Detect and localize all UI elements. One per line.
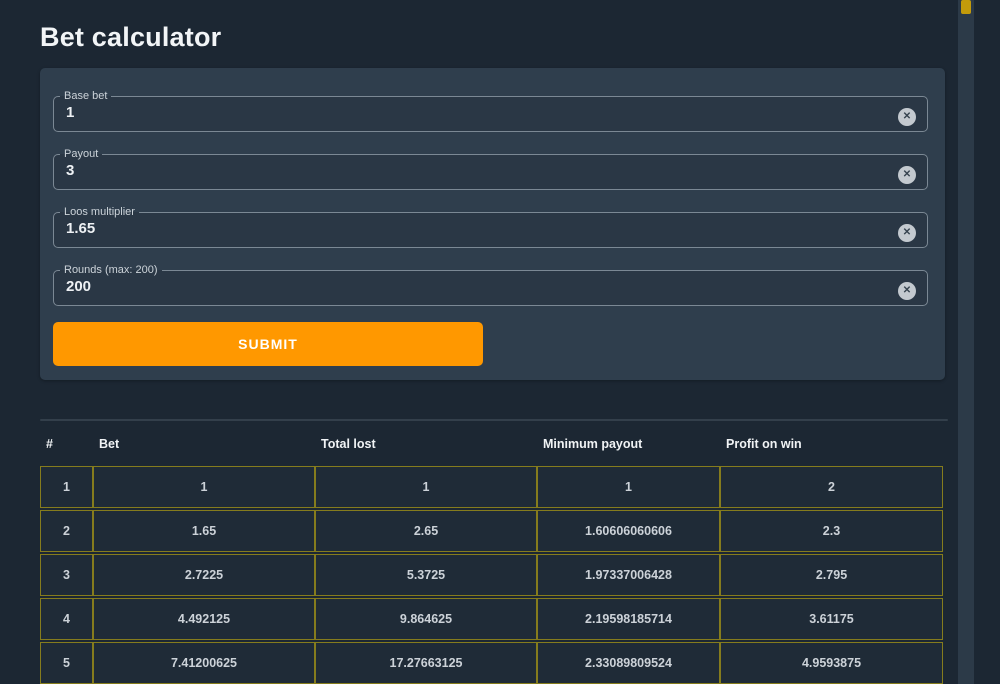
table-row: 2 1.65 2.65 1.60606060606 2.3 (40, 510, 943, 552)
loss-multiplier-field[interactable]: Loos multiplier 1.65 ✕ (53, 206, 928, 248)
cell-total-lost: 5.3725 (315, 554, 537, 596)
cell-profit-on-win: 2.3 (720, 510, 943, 552)
cell-total-lost: 9.864625 (315, 598, 537, 640)
table-header-row: # Bet Total lost Minimum payout Profit o… (40, 421, 943, 466)
rounds-input[interactable]: 200 (66, 278, 92, 295)
rounds-label: Rounds (max: 200) (64, 264, 158, 276)
cell-total-lost: 1 (315, 466, 537, 508)
cell-minimum-payout: 1 (537, 466, 720, 508)
cell-bet: 2.7225 (93, 554, 315, 596)
column-header-total-lost: Total lost (321, 436, 376, 451)
cell-total-lost: 2.65 (315, 510, 537, 552)
cell-profit-on-win: 2.795 (720, 554, 943, 596)
cell-minimum-payout: 2.33089809524 (537, 642, 720, 684)
table-row: 4 4.492125 9.864625 2.19598185714 3.6117… (40, 598, 943, 640)
loss-multiplier-input[interactable]: 1.65 (66, 220, 96, 237)
cell-total-lost: 17.27663125 (315, 642, 537, 684)
cell-profit-on-win: 3.61175 (720, 598, 943, 640)
payout-label: Payout (64, 148, 99, 160)
rounds-field[interactable]: Rounds (max: 200) 200 ✕ (53, 264, 928, 306)
column-header-profit-on-win: Profit on win (726, 436, 802, 451)
clear-icon[interactable]: ✕ (898, 108, 916, 126)
column-header-minimum-payout: Minimum payout (543, 436, 643, 451)
base-bet-label: Base bet (64, 90, 108, 102)
base-bet-input[interactable]: 1 (66, 104, 75, 121)
cell-bet: 1 (93, 466, 315, 508)
column-header-index: # (46, 436, 53, 451)
page-scrollbar[interactable] (958, 0, 974, 684)
clear-icon[interactable]: ✕ (898, 224, 916, 242)
scrollbar-thumb[interactable] (961, 0, 971, 14)
cell-bet: 1.65 (93, 510, 315, 552)
submit-button[interactable]: SUBMIT (53, 322, 483, 366)
cell-minimum-payout: 1.60606060606 (537, 510, 720, 552)
base-bet-field[interactable]: Base bet 1 ✕ (53, 90, 928, 132)
cell-index: 4 (40, 598, 93, 640)
cell-bet: 7.41200625 (93, 642, 315, 684)
table-row: 3 2.7225 5.3725 1.97337006428 2.795 (40, 554, 943, 596)
bet-form-card: Base bet 1 ✕ Payout 3 ✕ Loos multiplier … (40, 68, 945, 380)
section-divider (40, 419, 948, 421)
loss-multiplier-label: Loos multiplier (64, 206, 135, 218)
results-table: # Bet Total lost Minimum payout Profit o… (40, 421, 943, 684)
cell-profit-on-win: 2 (720, 466, 943, 508)
table-row: 1 1 1 1 2 (40, 466, 943, 508)
payout-input[interactable]: 3 (66, 162, 75, 179)
cell-index: 5 (40, 642, 93, 684)
clear-icon[interactable]: ✕ (898, 282, 916, 300)
cell-bet: 4.492125 (93, 598, 315, 640)
cell-minimum-payout: 2.19598185714 (537, 598, 720, 640)
page-title: Bet calculator (40, 22, 222, 52)
cell-profit-on-win: 4.9593875 (720, 642, 943, 684)
cell-index: 1 (40, 466, 93, 508)
cell-index: 2 (40, 510, 93, 552)
cell-index: 3 (40, 554, 93, 596)
cell-minimum-payout: 1.97337006428 (537, 554, 720, 596)
column-header-bet: Bet (99, 436, 120, 451)
table-row: 5 7.41200625 17.27663125 2.33089809524 4… (40, 642, 943, 684)
payout-field[interactable]: Payout 3 ✕ (53, 148, 928, 190)
clear-icon[interactable]: ✕ (898, 166, 916, 184)
